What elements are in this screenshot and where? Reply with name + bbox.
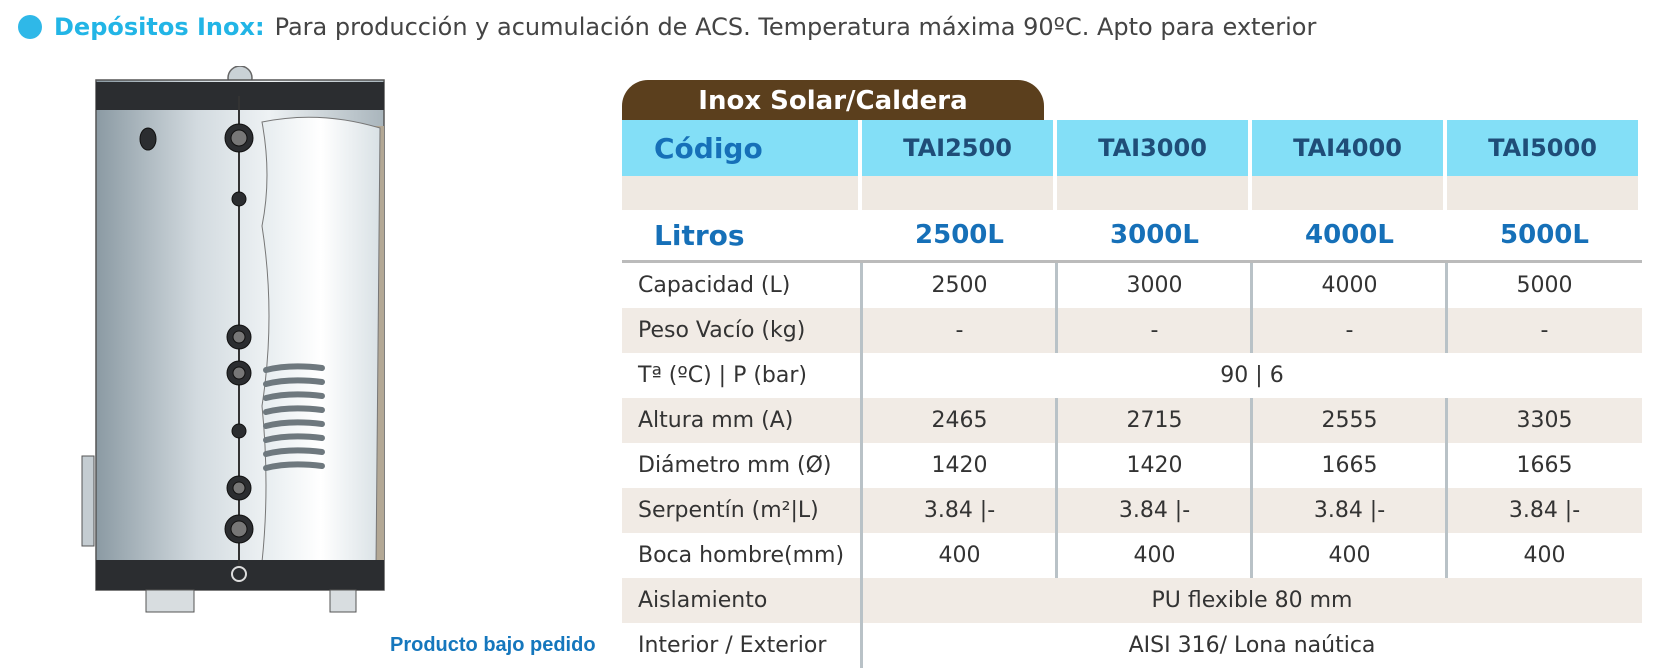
data-rows: Capacidad (L) 2500 3000 4000 5000 Peso V… xyxy=(622,263,1642,668)
table-row: Aislamiento PU flexible 80 mm xyxy=(622,578,1642,623)
column-separator xyxy=(1445,263,1448,353)
code-label: Código xyxy=(622,120,862,176)
blank-row xyxy=(622,176,1642,210)
row-label: Boca hombre(mm) xyxy=(638,543,845,568)
table-cell-merged: PU flexible 80 mm xyxy=(1151,588,1353,613)
row-label: Diámetro mm (Ø) xyxy=(638,453,832,478)
table-cell: - xyxy=(1150,318,1159,343)
liters-row: Litros 2500L 3000L 4000L 5000L xyxy=(622,210,1642,263)
liters-cell: 5000L xyxy=(1500,220,1589,250)
table-cell: 2500 xyxy=(931,273,988,298)
table-cell: 5000 xyxy=(1516,273,1573,298)
table-row: Altura mm (A) 2465 2715 2555 3305 xyxy=(622,398,1642,443)
row-label: Altura mm (A) xyxy=(638,408,794,433)
liters-cell: 4000L xyxy=(1305,220,1394,250)
table-cell: 1420 xyxy=(1126,453,1183,478)
table-row: Tª (ºC) | P (bar) 90 | 6 xyxy=(622,353,1642,398)
blank-cell xyxy=(1252,176,1447,210)
table-cell: 2715 xyxy=(1126,408,1183,433)
row-label: Capacidad (L) xyxy=(638,273,791,298)
table-cell: 3.84 |- xyxy=(1313,498,1386,523)
table-row: Diámetro mm (Ø) 1420 1420 1665 1665 xyxy=(622,443,1642,488)
page-header: Depósitos Inox: Para producción y acumul… xyxy=(18,6,1316,48)
table-cell: 400 xyxy=(1133,543,1176,568)
specs-table: Código TAI2500 TAI3000 TAI4000 TAI5000 L… xyxy=(622,120,1642,668)
table-row: Peso Vacío (kg) - - - - xyxy=(622,308,1642,353)
table-title-tab: Inox Solar/Caldera xyxy=(622,80,1044,122)
header-description: Para producción y acumulación de ACS. Te… xyxy=(274,13,1317,41)
blank-cell xyxy=(1057,176,1252,210)
table-row: Boca hombre(mm) 400 400 400 400 xyxy=(622,533,1642,578)
liters-cell: 3000L xyxy=(1110,220,1199,250)
table-cell-merged: AISI 316/ Lona naútica xyxy=(1128,633,1376,658)
header-title: Depósitos Inox: xyxy=(54,13,265,41)
column-separator xyxy=(1250,263,1253,353)
column-separator xyxy=(860,263,863,668)
table-cell: 3000 xyxy=(1126,273,1183,298)
column-separator xyxy=(1055,398,1058,578)
row-label: Aislamiento xyxy=(638,588,768,613)
blank-cell xyxy=(862,176,1057,210)
table-cell: - xyxy=(1345,318,1354,343)
table-row: Interior / Exterior AISI 316/ Lona naúti… xyxy=(622,623,1642,668)
table-cell: 3.84 |- xyxy=(1118,498,1191,523)
table-cell: 400 xyxy=(1328,543,1371,568)
blank-cell xyxy=(1447,176,1642,210)
table-cell: 400 xyxy=(938,543,981,568)
table-row: Capacidad (L) 2500 3000 4000 5000 xyxy=(622,263,1642,308)
product-on-request-caption: Producto bajo pedido xyxy=(390,634,596,656)
table-row: Serpentín (m²|L) 3.84 |- 3.84 |- 3.84 |-… xyxy=(622,488,1642,533)
table-cell: 1665 xyxy=(1321,453,1378,478)
code-cell: TAI2500 xyxy=(862,120,1057,176)
circle-bullet-icon xyxy=(18,15,42,39)
table-cell: 3305 xyxy=(1516,408,1573,433)
blank-cell xyxy=(622,176,862,210)
table-cell: 2555 xyxy=(1321,408,1378,433)
table-cell: 1420 xyxy=(931,453,988,478)
table-cell: 4000 xyxy=(1321,273,1378,298)
table-cell: - xyxy=(1540,318,1549,343)
table-cell: - xyxy=(955,318,964,343)
row-label: Tª (ºC) | P (bar) xyxy=(638,363,808,388)
column-separator xyxy=(1250,398,1253,578)
row-label: Serpentín (m²|L) xyxy=(638,498,819,523)
row-label: Peso Vacío (kg) xyxy=(638,318,806,343)
table-cell: 2465 xyxy=(931,408,988,433)
row-label: Interior / Exterior xyxy=(638,633,827,658)
table-cell: 400 xyxy=(1523,543,1566,568)
table-cell: 1665 xyxy=(1516,453,1573,478)
column-separator xyxy=(1055,263,1058,353)
code-cell: TAI3000 xyxy=(1057,120,1252,176)
table-cell: 3.84 |- xyxy=(923,498,996,523)
table-cell-merged: 90 | 6 xyxy=(1220,363,1284,388)
code-row: Código TAI2500 TAI3000 TAI4000 TAI5000 xyxy=(622,120,1642,176)
code-cell: TAI5000 xyxy=(1447,120,1642,176)
liters-label: Litros xyxy=(654,218,745,252)
column-separator xyxy=(1445,398,1448,578)
liters-cell: 2500L xyxy=(915,220,1004,250)
table-cell: 3.84 |- xyxy=(1508,498,1581,523)
water-tank-illustration xyxy=(80,65,420,662)
code-cell: TAI4000 xyxy=(1252,120,1447,176)
